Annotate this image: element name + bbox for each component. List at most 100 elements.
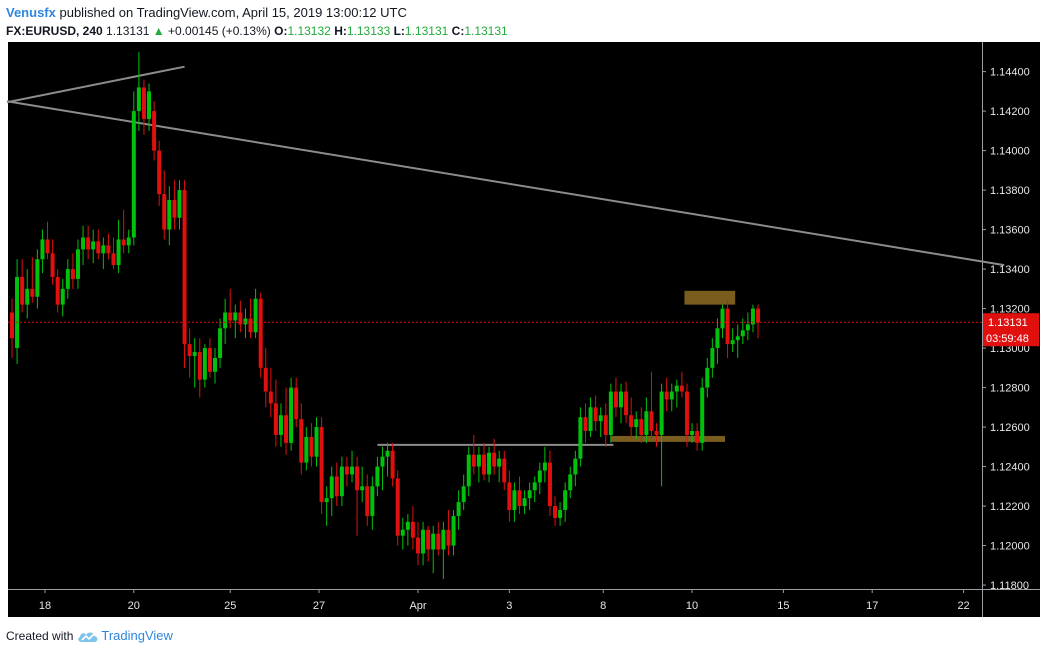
candle	[86, 225, 91, 260]
candle-body	[395, 478, 400, 536]
candle-body	[197, 352, 202, 380]
candle-body	[157, 150, 162, 195]
candle	[309, 423, 314, 467]
candle	[710, 338, 715, 378]
candle	[502, 450, 507, 491]
candle-body	[55, 276, 60, 305]
candle-body	[715, 328, 720, 349]
candle-body	[740, 330, 745, 337]
candle	[476, 446, 481, 483]
price-tick-label: 1.13600	[990, 225, 1030, 237]
time-axis[interactable]	[8, 589, 1040, 617]
candle-body	[624, 391, 629, 416]
candle	[507, 470, 512, 522]
candle-body	[410, 521, 415, 538]
candle-body	[436, 533, 441, 550]
symbol-info: FX:EURUSD, 240 1.13131 ▲ +0.00145 (+0.13…	[6, 23, 1036, 40]
candle	[162, 170, 167, 240]
candle-body	[314, 427, 319, 457]
candle-body	[684, 391, 689, 435]
candle-body	[116, 239, 121, 266]
candle-body	[147, 91, 152, 120]
candle-body	[344, 466, 349, 475]
publish-info: Venusfx published on TradingView.com, Ap…	[6, 4, 1036, 21]
candle-body	[659, 391, 664, 435]
candle	[223, 298, 228, 345]
candle	[583, 403, 588, 443]
price-tag-countdown: 03:59:48	[986, 333, 1029, 345]
candle-body	[644, 411, 649, 435]
author-link[interactable]: Venusfx	[6, 5, 56, 20]
candle-body	[720, 308, 725, 329]
candle-body	[532, 482, 537, 491]
candle	[314, 417, 319, 467]
candle-body	[167, 199, 172, 230]
price-tag-box	[983, 313, 1039, 347]
plot-area[interactable]	[8, 42, 982, 589]
candle	[131, 91, 136, 246]
candle-body	[350, 466, 355, 475]
candle-body	[588, 407, 593, 432]
candle	[207, 338, 212, 378]
candle	[91, 229, 96, 264]
candle	[598, 407, 603, 437]
candle-body	[517, 490, 522, 507]
candle-body	[593, 407, 598, 422]
candle	[456, 490, 461, 530]
candle	[278, 403, 283, 447]
candle	[492, 438, 497, 475]
candle	[70, 253, 75, 289]
candle-body	[583, 417, 588, 432]
candle-body	[370, 486, 375, 516]
candle	[258, 292, 263, 378]
candle	[451, 510, 456, 556]
candle	[197, 338, 202, 398]
candle	[65, 259, 70, 299]
candle-body	[91, 241, 96, 250]
candle	[75, 239, 80, 289]
candle-body	[629, 415, 634, 428]
candle-body	[126, 237, 131, 246]
candle	[405, 513, 410, 546]
candle-body	[735, 336, 740, 341]
time-tick-label: 27	[313, 600, 325, 612]
candle-body	[400, 529, 405, 536]
candle	[213, 348, 217, 384]
candle-body	[756, 308, 761, 323]
candle	[167, 186, 172, 246]
candle-body	[60, 288, 65, 305]
tradingview-brand[interactable]: TradingView	[101, 628, 173, 643]
candle-body	[20, 276, 25, 305]
candle-body	[405, 521, 410, 530]
candle	[517, 476, 522, 514]
candle-body	[228, 312, 233, 321]
candle	[375, 456, 380, 497]
candle	[512, 482, 517, 522]
candle	[355, 456, 360, 536]
candle	[218, 318, 223, 368]
price-tick-label: 1.14400	[990, 67, 1030, 79]
candle	[45, 221, 50, 260]
candle	[268, 367, 273, 418]
candle-body	[86, 237, 91, 250]
candle	[715, 318, 720, 364]
drawings	[6, 65, 1005, 446]
candle	[253, 288, 258, 339]
candle	[263, 348, 268, 408]
candle-body	[471, 454, 476, 467]
candle	[461, 474, 466, 511]
candle-body	[750, 308, 755, 325]
candle-body	[207, 348, 212, 372]
candle	[334, 462, 339, 507]
candle-body	[273, 403, 278, 435]
candle	[532, 476, 537, 503]
upper-trendline	[6, 65, 185, 104]
candle-body	[710, 348, 715, 368]
candle	[410, 506, 415, 550]
price-chart[interactable]: 1.14400 1.14200 1.14000 1.13800 1.13600 1.134…	[0, 42, 1046, 618]
candle-body	[106, 245, 111, 254]
candle	[111, 237, 116, 270]
candle-body	[319, 427, 324, 503]
candle-body	[563, 490, 568, 511]
candle-body	[243, 318, 248, 325]
